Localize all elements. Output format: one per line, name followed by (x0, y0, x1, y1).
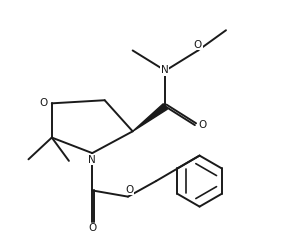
Text: O: O (194, 40, 202, 50)
Text: N: N (160, 65, 168, 75)
Text: O: O (88, 223, 96, 233)
Polygon shape (133, 104, 167, 131)
Text: N: N (88, 155, 96, 165)
Text: O: O (126, 185, 134, 195)
Text: O: O (199, 120, 207, 130)
Text: O: O (39, 98, 47, 108)
